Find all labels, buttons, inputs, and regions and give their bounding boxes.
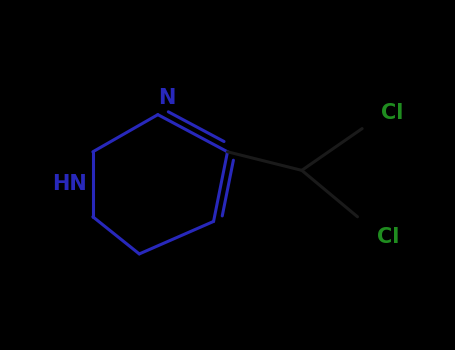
Text: HN: HN (52, 174, 87, 194)
Text: Cl: Cl (377, 227, 399, 247)
Text: N: N (158, 88, 176, 108)
Text: Cl: Cl (381, 103, 403, 123)
